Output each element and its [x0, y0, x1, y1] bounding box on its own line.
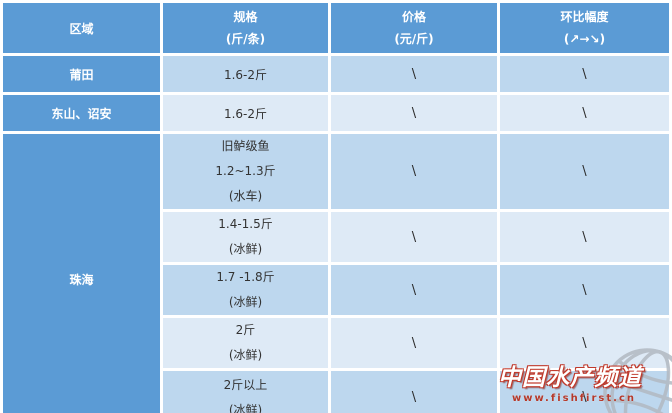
header-change: 环比幅度 (↗→↘) [500, 3, 669, 53]
header-change-arrows: (↗→↘) [563, 32, 606, 46]
header-price: 价格 (元/斤) [331, 3, 497, 53]
change-cell: \ [500, 56, 669, 92]
header-price-title: 价格 [401, 10, 426, 24]
spec-cell: 旧鲈级鱼 1.2~1.3斤 (水车) [163, 134, 328, 209]
change-cell: \ [500, 212, 669, 262]
price-cell: \ [331, 318, 497, 368]
header-spec: 规格 (斤/条) [163, 3, 328, 53]
spec-line: (冰鲜) [228, 348, 263, 362]
table-row: 1.7 -1.8斤 (冰鲜) \ \ [3, 265, 669, 315]
price-cell: \ [331, 134, 497, 209]
change-cell: \ [500, 265, 669, 315]
spec-line: 2斤 [235, 323, 256, 337]
header-change-title: 环比幅度 [560, 10, 609, 24]
table-row: 莆田 1.6-2斤 \ \ [3, 56, 669, 92]
spec-cell: 1.6-2斤 [163, 95, 328, 131]
spec-line: 2斤以上 [223, 377, 268, 392]
table-row: 2斤 (冰鲜) \ \ [3, 318, 669, 368]
spec-line: 1.4-1.5斤 [218, 217, 273, 231]
spec-cell: 1.7 -1.8斤 (冰鲜) [163, 265, 328, 315]
spec-cell: 2斤以上 (冰鲜) [163, 371, 328, 413]
table-row: 东山、诏安 1.6-2斤 \ \ [3, 95, 669, 131]
header-price-unit: (元/斤) [394, 32, 434, 46]
header-row: 区域 规格 (斤/条) 价格 (元/斤) 环比幅度 (↗→↘) [3, 3, 669, 53]
table-row: 珠海 旧鲈级鱼 1.2~1.3斤 (水车) \ \ [3, 134, 669, 413]
change-cell: \ [500, 95, 669, 131]
spec-cell: 1.6-2斤 [163, 56, 328, 92]
header-spec-unit: (斤/条) [225, 32, 266, 46]
spec-line: (水车) [228, 189, 263, 203]
region-cell: 莆田 [3, 56, 160, 92]
spec-line: 1.2~1.3斤 [215, 164, 276, 178]
spec-cell: 1.4-1.5斤 (冰鲜) [163, 212, 328, 262]
spec-line: (冰鲜) [228, 402, 263, 413]
change-cell: \ [500, 318, 669, 368]
price-cell: \ [331, 56, 497, 92]
price-cell: \ [331, 212, 497, 262]
price-cell: \ [331, 371, 497, 413]
spec-line: 1.7 -1.8斤 [216, 270, 275, 284]
table-row: 1.4-1.5斤 (冰鲜) \ \ [3, 212, 669, 262]
region-cell: 东山、诏安 [3, 95, 160, 131]
change-cell: \ [500, 371, 669, 413]
price-cell: \ [331, 95, 497, 131]
header-spec-title: 规格 [233, 10, 258, 24]
change-cell: \ [500, 134, 669, 209]
spec-line: (冰鲜) [228, 242, 263, 256]
price-cell: \ [331, 265, 497, 315]
spec-cell: 2斤 (冰鲜) [163, 318, 328, 368]
region-cell-merged: 珠海 [3, 134, 160, 413]
spec-line: (冰鲜) [228, 295, 263, 309]
spec-line: 旧鲈级鱼 [221, 139, 270, 153]
header-region: 区域 [3, 3, 160, 53]
